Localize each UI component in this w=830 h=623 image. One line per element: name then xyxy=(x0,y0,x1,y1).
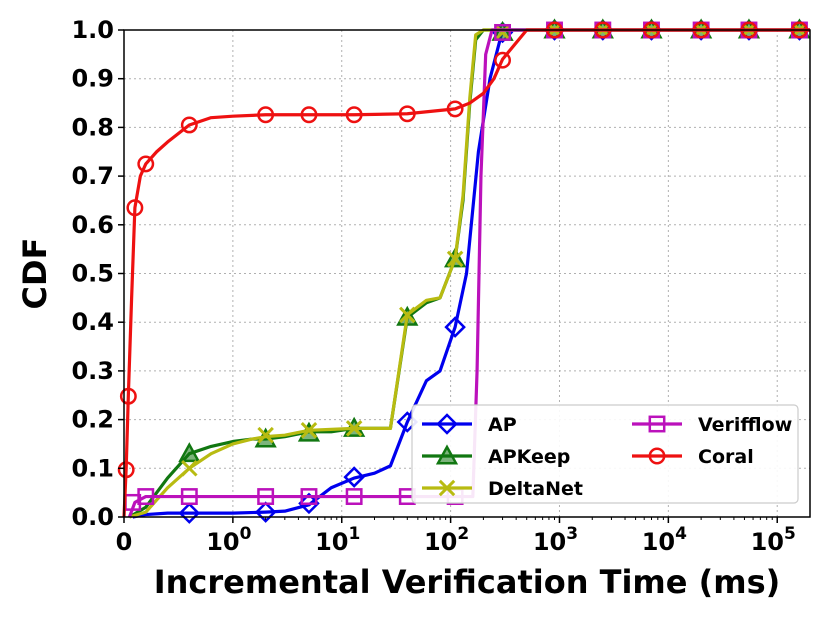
legend-marker xyxy=(436,413,458,435)
data-point-ap xyxy=(254,501,277,523)
data-point-deltanet xyxy=(494,24,511,41)
legend-item-ap: AP xyxy=(422,413,517,436)
legend-marker xyxy=(648,415,666,433)
x-tick-exponent: 0 xyxy=(240,524,252,544)
data-point-coral xyxy=(446,100,464,118)
y-axis-title: CDF xyxy=(16,238,54,310)
x-tick-base: 10 xyxy=(533,528,566,556)
x-tick-label: 102 xyxy=(424,524,469,556)
data-point-ap xyxy=(178,502,201,524)
y-tick-label: 0.7 xyxy=(71,162,114,190)
x-marker-stroke xyxy=(446,250,464,268)
x-tick-label: 100 xyxy=(206,524,251,556)
y-axis-ticks: 0.0 0.1 0.2 0.3 0.4 0.5 0.6 0.7 0.8 0.9 1.0 xyxy=(71,16,124,531)
legend-label: DeltaNet xyxy=(488,478,583,500)
data-point-ap xyxy=(444,316,466,338)
y-tick-label: 0.8 xyxy=(71,113,114,141)
x-marker-stroke xyxy=(345,420,363,437)
x-tick-exponent: 4 xyxy=(675,524,687,544)
data-point-coral xyxy=(117,461,135,479)
legend-item-verifflow: Verifflow xyxy=(632,414,792,436)
legend-item-coral: Coral xyxy=(632,446,754,468)
legend-label: Verifflow xyxy=(698,414,792,436)
data-point-coral xyxy=(137,155,155,173)
data-point-deltanet xyxy=(257,426,274,444)
x-tick-base: 10 xyxy=(315,528,348,556)
legend-label: AP xyxy=(488,414,517,436)
x-marker-stroke xyxy=(300,422,318,439)
x-axis-title: Incremental Verification Time (ms) xyxy=(154,563,781,601)
x-tick-exponent: 1 xyxy=(349,524,361,544)
x-marker-stroke xyxy=(257,426,274,444)
y-tick-label: 0.1 xyxy=(71,454,114,482)
x-tick-base: 10 xyxy=(206,528,239,556)
y-tick-label: 0.9 xyxy=(71,65,114,93)
x-tick-label: 104 xyxy=(642,524,687,556)
data-point-verifflow xyxy=(137,488,155,505)
legend-label: Coral xyxy=(698,446,754,468)
x-marker-stroke xyxy=(399,306,416,324)
x-tick-label: 101 xyxy=(315,524,360,556)
data-point-deltanet xyxy=(300,422,318,439)
data-point-verifflow xyxy=(494,23,512,41)
data-point-coral xyxy=(300,106,318,124)
data-point-ap xyxy=(343,466,365,488)
y-tick-label: 0.4 xyxy=(71,308,114,336)
x-tick-label: 105 xyxy=(751,524,796,556)
y-tick-label: 0.2 xyxy=(71,406,114,434)
y-tick-label: 0.3 xyxy=(71,357,114,385)
legend-item-deltanet: DeltaNet xyxy=(422,478,583,500)
data-point-coral xyxy=(119,387,137,405)
legend-marker xyxy=(648,447,666,465)
x-tick-base: 10 xyxy=(642,528,675,556)
y-tick-label: 1.0 xyxy=(71,16,114,44)
data-point-apkeep xyxy=(178,442,201,463)
x-marker-stroke xyxy=(438,479,456,497)
y-tick-label: 0.0 xyxy=(71,503,114,531)
legend: AP APKeep DeltaNet Verifflow Coral xyxy=(411,404,799,504)
x-tick-base: 10 xyxy=(424,528,457,556)
legend-marker xyxy=(435,444,459,465)
legend-item-apkeep: APKeep xyxy=(422,444,570,468)
data-point-verifflow xyxy=(257,488,275,505)
y-tick-label: 0.6 xyxy=(71,211,114,239)
data-point-coral xyxy=(494,51,512,69)
x-tick-exponent: 2 xyxy=(457,524,469,544)
x-tick-exponent: 5 xyxy=(784,524,796,544)
data-point-deltanet xyxy=(446,250,464,268)
x-tick-exponent: 3 xyxy=(566,524,578,544)
data-point-coral xyxy=(398,105,416,123)
x-tick-base: 10 xyxy=(751,528,784,556)
data-point-coral xyxy=(126,199,144,217)
data-point-coral xyxy=(180,116,198,134)
data-point-coral xyxy=(257,106,275,124)
data-point-deltanet xyxy=(399,306,416,324)
x-marker-stroke xyxy=(494,24,511,41)
legend-label: APKeep xyxy=(488,446,570,468)
data-point-verifflow xyxy=(345,488,363,505)
x-axis-ticks: 0 100 101 102 103 104 105 xyxy=(116,517,796,556)
x-marker-stroke xyxy=(181,460,198,477)
data-point-verifflow xyxy=(300,488,318,505)
data-point-deltanet xyxy=(345,420,363,437)
legend-marker xyxy=(438,479,456,497)
x-tick-label: 0 xyxy=(116,528,133,556)
data-point-deltanet xyxy=(181,460,198,477)
data-point-coral xyxy=(345,106,363,124)
legend-box xyxy=(411,404,799,504)
y-tick-label: 0.5 xyxy=(71,260,114,288)
x-tick-label: 103 xyxy=(533,524,578,556)
data-point-verifflow xyxy=(180,488,198,505)
